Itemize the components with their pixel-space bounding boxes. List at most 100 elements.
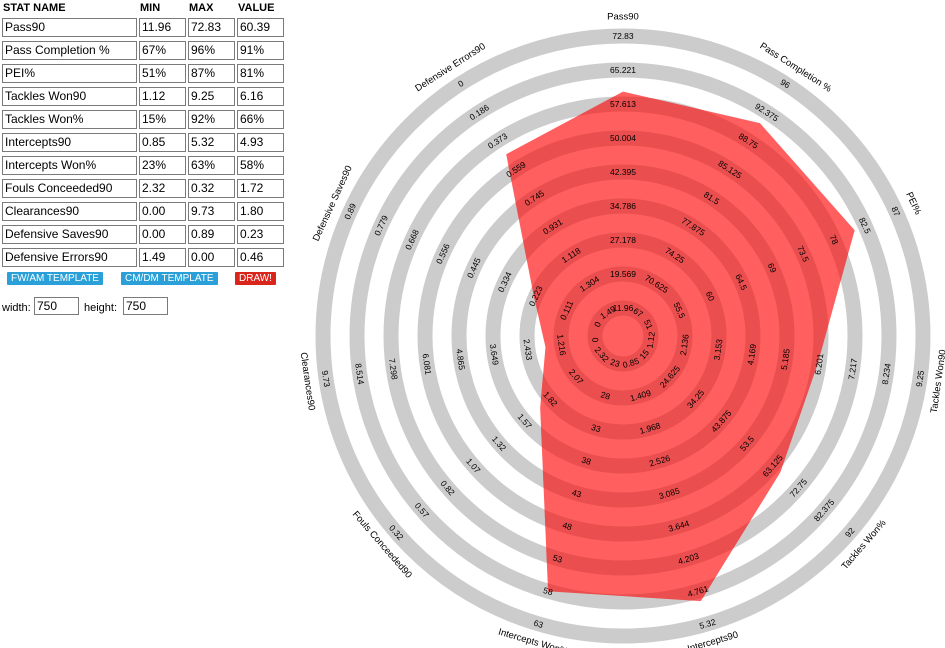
tick-label: 6.201 (813, 353, 826, 376)
fw-am-template-button[interactable]: FW/AM TEMPLATE (7, 272, 103, 285)
axis-label: Tackles Won90 (929, 349, 945, 414)
min-field[interactable]: 2.32 (139, 179, 186, 198)
min-field[interactable]: 1.12 (139, 87, 186, 106)
stat-name-field[interactable]: Pass90 (2, 18, 137, 37)
stat-name-field[interactable]: Defensive Errors90 (2, 248, 137, 267)
tick-label: 51 (642, 318, 655, 331)
tick-label: 3.649 (488, 343, 501, 366)
grid-ring-shade (506, 164, 795, 508)
table-cell: Tackles Won90 (2, 87, 137, 106)
min-field[interactable]: 23% (139, 156, 186, 175)
table-cell: 1.80 (237, 202, 284, 221)
stat-name-field[interactable]: Tackles Won% (2, 110, 137, 129)
tick-label: 34.786 (610, 201, 636, 211)
table-cell: PEI% (2, 64, 137, 83)
table-row: Defensive Saves90 0.00 0.89 0.23 (2, 225, 284, 244)
tick-label: 5.32 (698, 617, 717, 631)
cm-dm-template-button[interactable]: CM/DM TEMPLATE (121, 272, 218, 285)
stat-name-field[interactable]: Fouls Conceeded90 (2, 179, 137, 198)
value-field[interactable]: 1.80 (237, 202, 284, 221)
table-cell: Defensive Saves90 (2, 225, 137, 244)
tick-label: 57.613 (610, 99, 636, 109)
table-cell: 63% (188, 156, 235, 175)
tick-label: 1.12 (645, 331, 657, 349)
max-field[interactable]: 5.32 (188, 133, 235, 152)
stats-table-body: Pass90 11.96 72.83 60.39 Pass Completion % 67… (2, 18, 284, 267)
table-cell: 6.16 (237, 87, 284, 106)
max-field[interactable]: 72.83 (188, 18, 235, 37)
stat-name-field[interactable]: Intercepts Won% (2, 156, 137, 175)
max-field[interactable]: 0.32 (188, 179, 235, 198)
value-field[interactable]: 6.16 (237, 87, 284, 106)
max-field[interactable]: 92% (188, 110, 235, 129)
value-field[interactable]: 91% (237, 41, 284, 60)
grid-ring-shade (506, 96, 855, 576)
min-field[interactable]: 0.85 (139, 133, 186, 152)
min-field[interactable]: 0.00 (139, 202, 186, 221)
min-field[interactable]: 11.96 (139, 18, 186, 37)
max-field[interactable]: 0.89 (188, 225, 235, 244)
max-field[interactable]: 87% (188, 64, 235, 83)
stat-name-field[interactable]: Clearances90 (2, 202, 137, 221)
table-cell: 96% (188, 41, 235, 60)
max-field[interactable]: 9.73 (188, 202, 235, 221)
max-field[interactable]: 9.25 (188, 87, 235, 106)
table-cell: 5.32 (188, 133, 235, 152)
tick-label: 60 (704, 290, 717, 303)
table-cell: 1.49 (139, 248, 186, 267)
table-cell: 0.85 (139, 133, 186, 152)
table-cell: 92% (188, 110, 235, 129)
draw-button[interactable]: DRAW! (235, 272, 276, 285)
tick-label: 28 (600, 389, 612, 401)
table-cell: Intercepts90 (2, 133, 137, 152)
table-row: Pass Completion % 67% 96% 91% (2, 41, 284, 60)
max-field[interactable]: 63% (188, 156, 235, 175)
height-input[interactable]: 750 (123, 297, 168, 315)
table-row: Clearances90 0.00 9.73 1.80 (2, 202, 284, 221)
tick-label: 42.395 (610, 167, 636, 177)
width-label: width: (2, 302, 31, 314)
stat-name-field[interactable]: Tackles Won90 (2, 87, 137, 106)
table-cell: 9.73 (188, 202, 235, 221)
tick-label: 4.169 (745, 343, 758, 366)
table-cell: 0.00 (188, 248, 235, 267)
value-field[interactable]: 66% (237, 110, 284, 129)
value-field[interactable]: 81% (237, 64, 284, 83)
tick-label: 7.298 (387, 358, 400, 381)
stat-name-field[interactable]: Defensive Saves90 (2, 225, 137, 244)
tick-label: 2.136 (678, 333, 691, 356)
value-field[interactable]: 0.23 (237, 225, 284, 244)
grid-ring-shade (506, 130, 829, 542)
value-field[interactable]: 4.93 (237, 133, 284, 152)
table-row: Fouls Conceeded90 2.32 0.32 1.72 (2, 179, 284, 198)
tick-label: 0 (592, 320, 603, 329)
value-field[interactable]: 60.39 (237, 18, 284, 37)
axis-label: PEI% (903, 190, 923, 217)
header-min: MIN (140, 2, 161, 14)
table-cell: 81% (237, 64, 284, 83)
grid-ring-shade (506, 198, 761, 474)
value-field[interactable]: 1.72 (237, 179, 284, 198)
max-field[interactable]: 96% (188, 41, 235, 60)
min-field[interactable]: 67% (139, 41, 186, 60)
button-bar: FW/AM TEMPLATE CM/DM TEMPLATE DRAW! (2, 272, 302, 288)
max-field[interactable]: 0.00 (188, 248, 235, 267)
table-cell: Intercepts Won% (2, 156, 137, 175)
value-field[interactable]: 58% (237, 156, 284, 175)
stat-name-field[interactable]: Pass Completion % (2, 41, 137, 60)
table-header-row: STAT NAME MIN MAX VALUE (2, 2, 284, 14)
min-field[interactable]: 51% (139, 64, 186, 83)
stat-name-field[interactable]: PEI% (2, 64, 137, 83)
table-cell: 11.96 (139, 18, 186, 37)
min-field[interactable]: 0.00 (139, 225, 186, 244)
stat-name-field[interactable]: Intercepts90 (2, 133, 137, 152)
table-cell: 0.32 (188, 179, 235, 198)
min-field[interactable]: 15% (139, 110, 186, 129)
width-input[interactable]: 750 (34, 297, 79, 315)
header-max: MAX (189, 2, 214, 14)
table-cell: 1.12 (139, 87, 186, 106)
min-field[interactable]: 1.49 (139, 248, 186, 267)
tick-label: 58 (542, 585, 554, 597)
table-cell: 0.00 (139, 202, 186, 221)
value-field[interactable]: 0.46 (237, 248, 284, 267)
